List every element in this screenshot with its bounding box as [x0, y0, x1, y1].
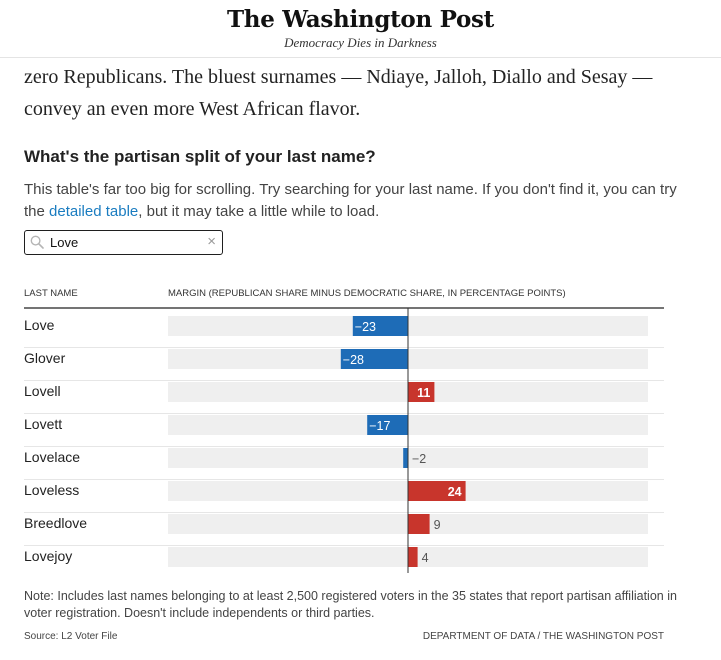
source-line: Source: L2 Voter File: [24, 631, 118, 642]
article-paragraph: zero Republicans. The bluest surnames — …: [24, 66, 653, 120]
last-name-label: Love: [24, 317, 55, 333]
democratic-margin-bar: [403, 448, 408, 468]
chart-description-text: This table's far too big for scrolling. …: [24, 181, 677, 220]
republican-margin-bar: [408, 481, 466, 501]
last-name-label: Lovett: [24, 416, 62, 432]
table-row: Lovell 11: [24, 382, 664, 414]
partisan-margin-chart: LAST NAME MARGIN (REPUBLICAN SHARE MINUS…: [24, 288, 664, 573]
last-name-label: Lovell: [24, 383, 61, 399]
chart-description: This table's far too big for scrolling. …: [24, 179, 684, 223]
table-row: Lovejoy 4: [24, 547, 648, 567]
chart-title: What's the partisan split of your last n…: [24, 147, 376, 166]
last-name-label: Breedlove: [24, 515, 87, 531]
table-row: Loveless 24: [24, 481, 664, 513]
column-header-margin: MARGIN (REPUBLICAN SHARE MINUS DEMOCRATI…: [168, 288, 566, 299]
republican-margin-bar: [408, 514, 430, 534]
margin-value-label: 11: [417, 386, 430, 400]
washington-post-logo[interactable]: The Washington Post: [226, 6, 494, 33]
table-row: Lovett −17: [24, 415, 664, 447]
footnote: Note: Includes last names belonging to a…: [24, 589, 677, 620]
masthead: The Washington Post Democracy Dies in Da…: [0, 0, 721, 58]
table-row: Glover −28: [24, 349, 664, 381]
last-name-label: Glover: [24, 350, 66, 366]
republican-margin-bar: [408, 382, 435, 402]
chart-description-text-end: , but it may take a little while to load…: [138, 203, 380, 220]
democratic-margin-bar: [340, 349, 408, 369]
margin-value-label: −23: [355, 320, 376, 334]
table-row: Breedlove 9: [24, 514, 664, 546]
search-input[interactable]: [50, 233, 200, 251]
column-header-last-name: LAST NAME: [24, 288, 78, 299]
democratic-margin-bar: [367, 415, 408, 435]
republican-margin-bar: [408, 547, 418, 567]
margin-value-label: −17: [369, 419, 390, 433]
margin-value-label: −2: [412, 452, 426, 466]
detailed-table-link[interactable]: detailed table: [49, 203, 139, 220]
table-row: Love −23: [24, 316, 664, 348]
table-row: Lovelace −2: [24, 448, 664, 480]
credit-line: DEPARTMENT OF DATA / THE WASHINGTON POST: [422, 631, 664, 642]
democratic-margin-bar: [352, 316, 408, 336]
margin-value-label: 4: [422, 551, 429, 565]
last-name-label: Lovelace: [24, 449, 80, 465]
close-icon[interactable]: ×: [207, 233, 216, 250]
search-icon: [30, 235, 44, 249]
chart-rows: Love −23 Glover −28 Lovell 11 Lovett −17 Lovelac…: [24, 316, 664, 567]
margin-value-label: 24: [448, 485, 462, 499]
margin-value-label: 9: [434, 518, 441, 532]
last-name-label: Loveless: [24, 482, 79, 498]
margin-value-label: −28: [343, 353, 364, 367]
last-name-label: Lovejoy: [24, 548, 72, 564]
masthead-tagline: Democracy Dies in Darkness: [284, 35, 437, 50]
search-box: ×: [24, 230, 223, 255]
